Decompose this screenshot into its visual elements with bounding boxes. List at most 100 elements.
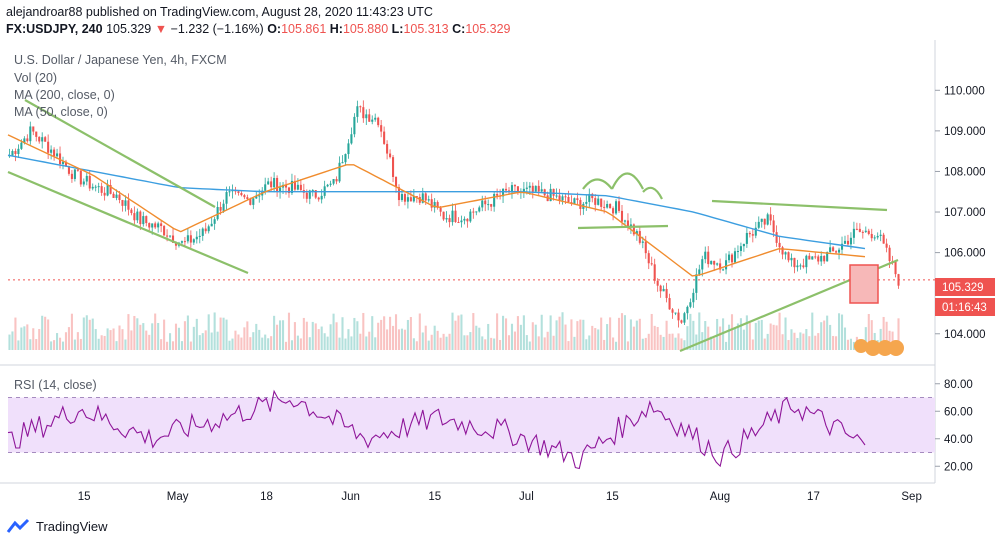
volume-bar [671, 333, 674, 350]
candle-body [722, 269, 725, 271]
candle-body [879, 234, 882, 236]
legend-ma50: MA (50, close, 0) [14, 105, 108, 119]
candle-body [730, 254, 734, 263]
volume-bar [879, 328, 882, 350]
volume-bar [91, 318, 94, 350]
candle-body [525, 187, 528, 189]
candle-body [264, 184, 267, 191]
candle-body [451, 210, 454, 223]
candle-body [832, 247, 835, 252]
candle-body [558, 195, 561, 201]
volume-bar [516, 316, 519, 350]
price-tick-label: 108.000 [944, 166, 986, 178]
volume-bar [617, 317, 621, 350]
chart-canvas[interactable]: U.S. Dollar / Japanese Yen, 4h, FXCM Vol… [0, 40, 1005, 510]
volume-bar [787, 340, 790, 350]
candle-body [522, 188, 525, 192]
volume-bar [430, 334, 433, 350]
candle-body [620, 210, 624, 222]
candle-body [439, 207, 442, 212]
candle-body [826, 252, 829, 262]
event-marker-icon [888, 340, 904, 356]
volume-bar [793, 332, 796, 350]
volume-bar [573, 336, 576, 350]
volume-bar [371, 316, 374, 350]
candle-body [61, 161, 65, 165]
candle-body [157, 223, 160, 228]
volume-bar [133, 315, 136, 350]
candle-body [255, 195, 258, 199]
candle-body [615, 201, 618, 214]
volume-bar [662, 336, 665, 350]
candle-body [835, 251, 838, 253]
volume-bar [540, 314, 543, 350]
volume-bar [240, 337, 243, 350]
time-label: 15 [428, 491, 441, 503]
legend-title: U.S. Dollar / Japanese Yen, 4h, FXCM [14, 53, 227, 67]
candle-body [314, 190, 317, 198]
volume-bar [805, 329, 808, 350]
volume-bar [136, 318, 139, 350]
volume-bar [347, 329, 350, 350]
candle-body [612, 208, 615, 214]
candle-body [823, 255, 826, 262]
volume-bar [496, 313, 499, 350]
candle-body [228, 191, 231, 193]
volume-bar [317, 329, 320, 350]
volume-bar [323, 333, 326, 350]
candle-body [365, 114, 368, 119]
volume-bar [736, 323, 739, 350]
volume-bar [829, 324, 832, 350]
candle-body [121, 199, 124, 206]
volume-bar [338, 337, 341, 350]
volume-bar [130, 330, 133, 350]
candle-body [329, 183, 332, 185]
volume-bar [686, 326, 689, 350]
volume-bar [451, 312, 454, 350]
candle-body [350, 134, 353, 144]
volume-bar [79, 338, 82, 350]
volume-bar [163, 319, 166, 350]
volume-bar [719, 326, 722, 350]
candle-body [409, 197, 412, 202]
candle-body [534, 185, 537, 192]
volume-bar [281, 320, 285, 350]
candle-body [139, 211, 142, 225]
volume-bar [769, 323, 772, 350]
volume-bar [832, 335, 835, 350]
candle-body [579, 199, 582, 209]
candle-body [668, 298, 671, 310]
volume-bar [166, 341, 169, 350]
candle-body [11, 151, 14, 156]
candle-body [567, 196, 570, 203]
candle-body [341, 162, 344, 164]
volume-bar [127, 314, 130, 350]
candle-body [775, 232, 778, 243]
volume-bar [341, 317, 344, 350]
candle-body [763, 218, 766, 225]
candle-body [142, 216, 145, 225]
candle-body [160, 223, 163, 227]
volume-bar [757, 320, 760, 350]
candle-body [44, 137, 47, 142]
candle-body [308, 190, 311, 199]
candle-body [742, 243, 745, 247]
candle-body [475, 211, 478, 213]
price-axis[interactable]: 110.000 109.000 108.000 107.000 106.000 104.0… [935, 85, 986, 341]
candle-body [124, 200, 127, 206]
candle-body [374, 117, 377, 120]
candle-body [326, 184, 329, 187]
candle-body [82, 181, 85, 185]
time-axis[interactable]: 15 May 18 Jun 15 Jul 15 Aug 17 Sep [78, 491, 922, 503]
volume-bar [314, 323, 317, 350]
candlesticks [8, 100, 900, 328]
candle-body [531, 185, 534, 192]
ma50-line [7, 134, 866, 277]
volume-bar [835, 336, 838, 350]
countdown-text: 01:16:43 [942, 302, 987, 314]
candle-body [704, 251, 707, 260]
rsi-axis[interactable]: 80.00 60.00 40.00 20.00 [935, 379, 973, 474]
volume-bar [374, 337, 377, 350]
volume-bar [20, 327, 23, 350]
volume-bar [180, 341, 183, 350]
